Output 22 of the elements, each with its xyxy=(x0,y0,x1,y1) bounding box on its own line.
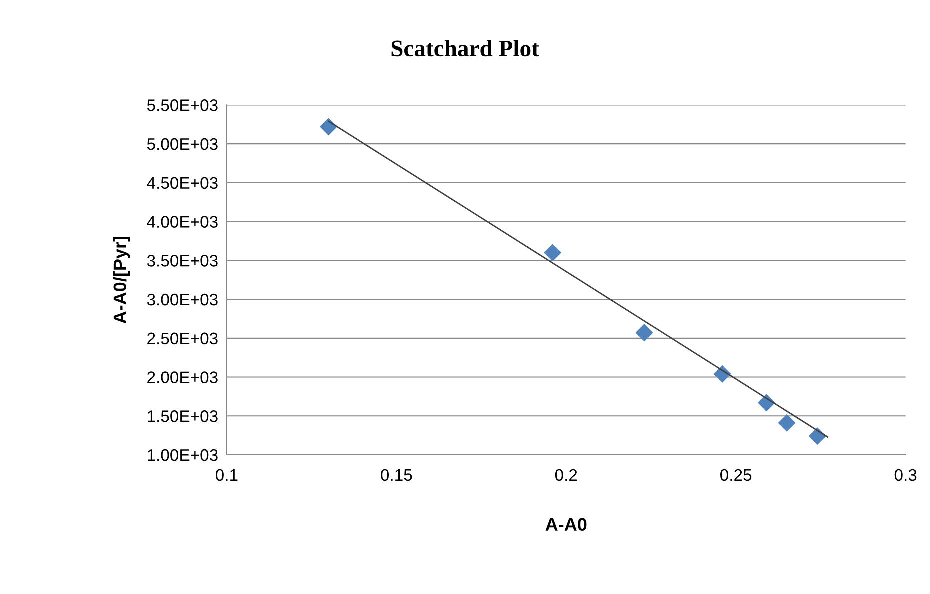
point xyxy=(636,324,654,342)
chart-title: Scatchard Plot xyxy=(392,40,540,57)
y-tick-label: 5.50E+03 xyxy=(147,100,218,112)
y-tick-label: 4.50E+03 xyxy=(147,177,218,190)
y-tick-label: 1.00E+03 xyxy=(148,449,218,462)
y-axis-title: A-A0/[Pyr] xyxy=(113,236,130,324)
y-tick-label: 3.50E+03 xyxy=(147,255,218,267)
y-tick-label: 5.00E+03 xyxy=(147,138,218,150)
point xyxy=(320,118,338,136)
y-tick-label: 4.00E+03 xyxy=(147,216,218,228)
x-tick-label: 0.1 xyxy=(216,469,238,482)
y-tick-label: 2.50E+03 xyxy=(148,332,218,345)
y-tick-label: 2.00E+03 xyxy=(148,372,218,384)
x-tick-label: 0.15 xyxy=(381,469,412,482)
x-tick-label: 0.3 xyxy=(894,469,917,482)
y-tick-label: 1.50E+03 xyxy=(148,410,218,422)
y-tick-label: 3.00E+03 xyxy=(147,294,218,306)
x-tick-label: 0.25 xyxy=(720,469,752,482)
point xyxy=(778,414,796,432)
x-tick-label: 0.2 xyxy=(555,469,578,482)
point xyxy=(544,244,562,262)
x-axis-title: A-A0 xyxy=(546,518,587,532)
